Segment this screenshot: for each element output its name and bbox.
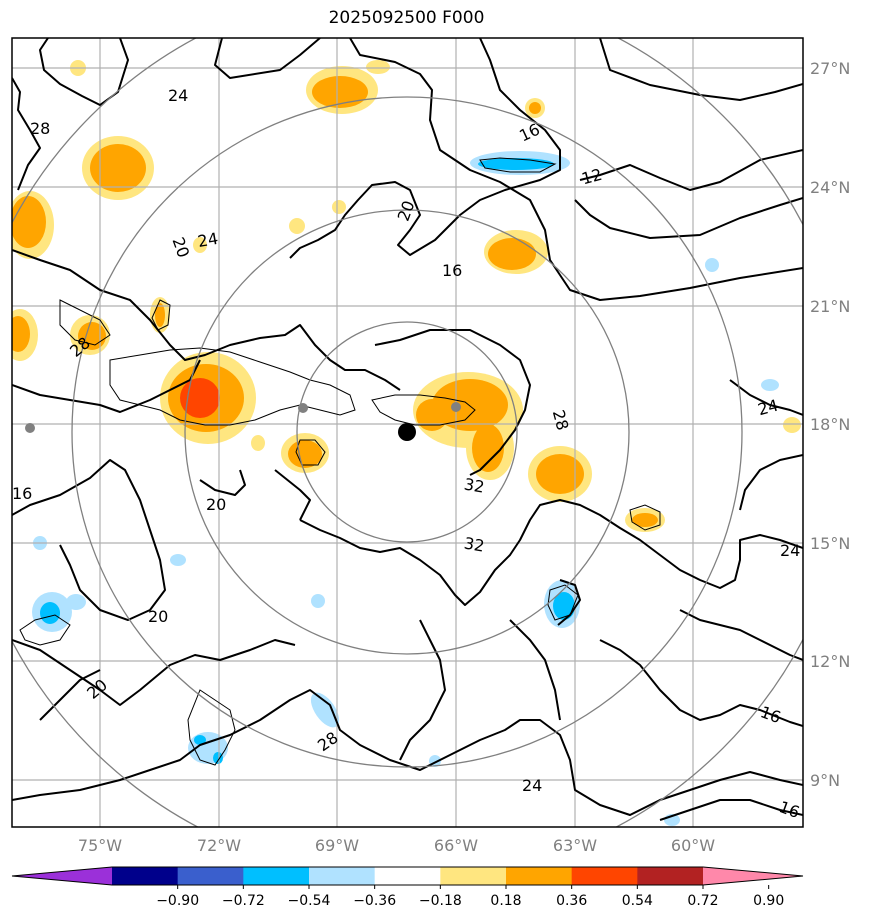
lat-label: 15°N: [810, 534, 850, 553]
colorbar-extend-high: [703, 867, 803, 885]
colorbar-tick-label: 0.90: [753, 893, 784, 909]
colorbar-tick-label: −0.36: [353, 893, 396, 909]
colorbar-segment: [637, 867, 704, 885]
colorbar-segment: [243, 867, 310, 885]
colorbar: −0.90 −0.72 −0.54 −0.36 −0.18 0.18 0.36 0.54 0.7…: [11, 866, 804, 909]
colorbar-tick-label: 0.54: [622, 893, 653, 909]
contour-label: 32: [463, 474, 486, 496]
contour-label: 24: [522, 776, 542, 795]
city-dots: [25, 402, 461, 433]
lat-label: 24°N: [810, 178, 850, 197]
range-rings: [12, 38, 803, 827]
lon-label: 69°W: [315, 836, 359, 855]
colorbar-segment: [440, 867, 507, 885]
contour-lines: [12, 38, 803, 821]
contour-label: 12: [579, 165, 604, 189]
colorbar-segment: [374, 867, 441, 885]
lat-label: 21°N: [810, 297, 850, 316]
colorbar-tick-label: −0.90: [156, 893, 199, 909]
contour-label: 28: [30, 119, 50, 138]
colorbar-tick-label: −0.54: [288, 893, 331, 909]
lon-label: 72°W: [197, 836, 241, 855]
contour-label: 32: [463, 533, 486, 555]
longitude-labels: 75°W 72°W 69°W 66°W 63°W 60°W: [78, 836, 715, 855]
colorbar-tick-label: −0.18: [419, 893, 462, 909]
lon-label: 63°W: [553, 836, 597, 855]
latitude-labels: 27°N 24°N 21°N 18°N 15°N 12°N 9°N: [810, 59, 850, 790]
colorbar-tick-label: 0.18: [490, 893, 521, 909]
colorbar-extend-low: [12, 867, 112, 885]
lat-label: 9°N: [810, 771, 840, 790]
contour-label: 16: [758, 702, 784, 727]
contour-label: 24: [756, 396, 781, 420]
map-title: 2025092500 F000: [328, 8, 485, 28]
contour-label: 16: [12, 484, 32, 503]
colorbar-tick-label: 0.36: [556, 893, 587, 909]
lat-label: 18°N: [810, 415, 850, 434]
contour-label: 16: [442, 261, 462, 280]
map-frame: [11, 37, 804, 828]
contour-label: 20: [83, 675, 111, 703]
lon-label: 66°W: [434, 836, 478, 855]
lat-label: 12°N: [810, 652, 850, 671]
coastlines: [19, 157, 661, 766]
colorbar-tick-label: 0.72: [687, 893, 718, 909]
colorbar-segment: [177, 867, 244, 885]
storm-center-marker: [398, 423, 416, 441]
colorbar-segment: [309, 867, 376, 885]
colorbar-outline: [11, 866, 804, 886]
contour-label: 20: [148, 607, 168, 626]
lat-label: 27°N: [810, 59, 850, 78]
contour-label: 20: [168, 235, 193, 261]
contour-label: 16: [777, 797, 803, 822]
contour-label: 20: [206, 495, 226, 514]
colorbar-segment: [112, 867, 179, 885]
contour-label: 24: [196, 229, 219, 251]
lon-label: 60°W: [671, 836, 715, 855]
contour-label: 24: [780, 541, 800, 560]
lon-label: 75°W: [78, 836, 122, 855]
colorbar-segment: [571, 867, 638, 885]
gridlines: [12, 38, 803, 827]
colorbar-segment: [506, 867, 573, 885]
colorbar-tick-label: −0.72: [222, 893, 265, 909]
contour-label: 28: [549, 408, 573, 433]
contour-label: 24: [168, 86, 188, 105]
